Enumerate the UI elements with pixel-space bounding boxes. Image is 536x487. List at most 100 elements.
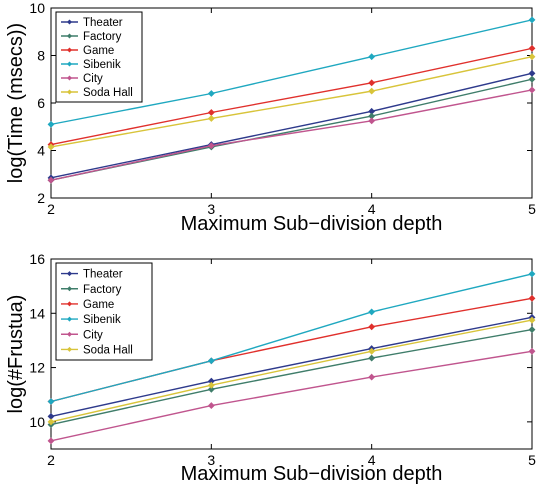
legend-marker [67,75,72,81]
data-point [368,117,376,125]
legend-label: City [83,73,103,85]
chart-1: 2 3 4 5 2 4 6 8 10 Maximum Sub−division depth log(… [5,0,536,235]
legend-marker [67,33,72,39]
data-point [528,86,536,94]
data-point [207,357,215,365]
data-point [207,142,215,150]
legend-marker [67,301,72,307]
data-point [368,79,376,87]
series-city [47,347,536,445]
legend-box [55,11,143,103]
series-soda-hall [47,53,536,151]
data-point [528,69,536,77]
series-line [50,328,533,426]
x-tick-label: 5 [528,452,536,468]
x-tick-label: 5 [528,201,536,217]
data-point [207,402,215,409]
data-point [368,373,376,381]
data-point [528,270,536,278]
legend-marker [67,316,72,322]
data-point [368,87,376,95]
series-sibenik [47,16,536,128]
y-tick-label: 2 [37,190,45,206]
data-point [528,316,536,324]
y-axis-label: log(#Frustua) [5,295,27,414]
data-point [47,176,55,184]
legend-marker [67,286,72,292]
y-tick-label: 6 [37,95,45,111]
legend: Theater Factory Game Sibenik City Soda Hall [55,11,143,103]
legend-label: Factory [83,284,122,296]
legend-label: Sibenik [83,59,121,71]
series-line [50,89,533,181]
data-point [528,16,536,24]
legend-label: Game [83,45,114,57]
chart-2: 2 3 4 5 10 12 14 16 Maximum Sub−division depth lo… [5,251,536,485]
legend-marker [67,19,72,25]
series-sibenik [47,270,536,405]
series-line [50,319,533,423]
series-game [47,44,536,148]
series-line [50,273,533,403]
data-point [207,90,215,97]
data-point [528,347,536,355]
legend-marker [67,61,72,67]
data-point [207,385,215,393]
series-soda-hall [47,316,536,426]
legend-label: Soda Hall [83,344,133,356]
y-tick-label: 12 [29,360,45,376]
legend-label: Theater [83,269,123,281]
legend-label: Sibenik [83,314,121,326]
data-point [528,53,536,61]
data-point [368,323,376,331]
y-axis-label: log(Time (msecs)) [5,23,27,183]
x-axis-label: Maximum Sub−division depth [181,463,443,485]
data-point [47,398,55,405]
series-city [47,86,536,184]
x-tick-label: 4 [368,201,376,217]
y-tick-label: 10 [29,0,45,16]
data-point [528,75,536,83]
legend-label: Factory [83,31,122,43]
data-point [207,109,215,116]
data-point [47,143,55,151]
legend-marker [67,47,72,53]
legend-label: City [83,329,103,341]
data-point [528,326,536,333]
data-point [528,44,536,52]
y-tick-label: 8 [37,48,45,64]
legend-box [55,262,153,361]
data-point [207,381,215,389]
legend-label: Game [83,299,114,311]
x-tick-label: 2 [47,452,55,468]
x-tick-label: 4 [368,452,376,468]
data-point [368,354,376,362]
y-tick-label: 4 [37,143,45,159]
x-tick-label: 2 [47,201,55,217]
data-point [47,120,55,128]
x-tick-label: 3 [207,452,215,468]
legend-marker [67,89,72,95]
data-point [368,308,376,316]
data-point [207,115,215,122]
data-point [47,437,55,445]
legend-marker [67,331,72,337]
data-point [47,418,55,426]
legend-label: Theater [83,17,123,29]
data-point [528,294,536,302]
y-tick-label: 16 [29,251,45,267]
legend: Theater Factory Game Sibenik City Soda Hall [55,262,153,361]
series-line [50,47,533,146]
legend-marker [67,271,72,277]
series-line [50,19,533,126]
legend-marker [67,346,72,352]
y-tick-label: 14 [29,305,45,321]
series-factory [47,326,536,428]
series-line [50,72,533,179]
series-line [50,316,533,418]
series-line [50,350,533,442]
y-tick-label: 10 [29,414,45,430]
series-line [50,56,533,148]
data-point [368,53,376,61]
